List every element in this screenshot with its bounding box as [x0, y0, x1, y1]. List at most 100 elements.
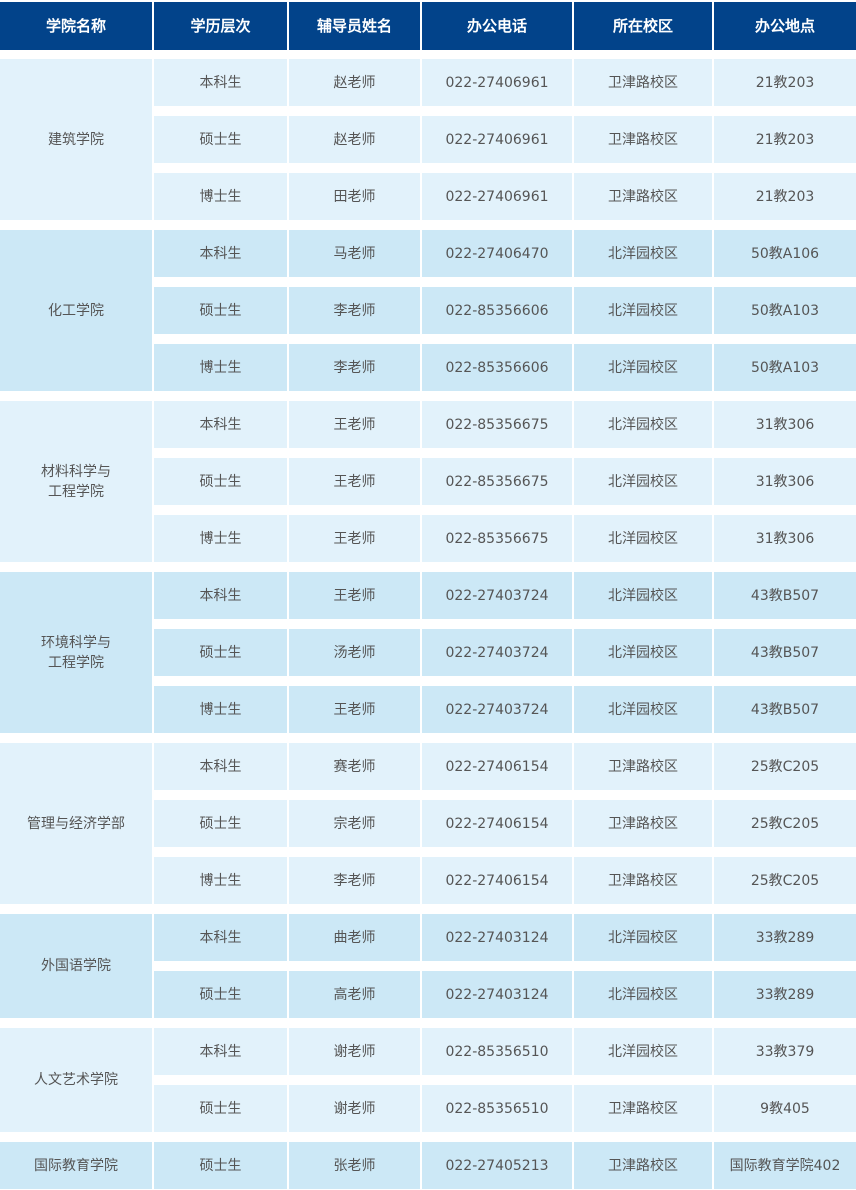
campus-cell: 北洋园校区	[574, 458, 712, 505]
campus-cell: 卫津路校区	[574, 1142, 712, 1189]
campus-cell: 北洋园校区	[574, 572, 712, 619]
office-location-cell: 33教289	[714, 914, 856, 961]
office-phone-cell: 022-27406154	[422, 743, 572, 790]
degree-level-cell: 硕士生	[154, 1085, 287, 1132]
degree-level-cell: 本科生	[154, 914, 287, 961]
office-phone-cell: 022-27403724	[422, 629, 572, 676]
counselor-name-cell: 高老师	[289, 971, 420, 1018]
counselor-name-cell: 王老师	[289, 458, 420, 505]
counselor-name-cell: 宗老师	[289, 800, 420, 847]
counselor-name-cell: 曲老师	[289, 914, 420, 961]
office-location-cell: 50教A103	[714, 344, 856, 391]
counselor-name-cell: 赛老师	[289, 743, 420, 790]
degree-level-cell: 本科生	[154, 59, 287, 106]
office-phone-cell: 022-27406154	[422, 800, 572, 847]
office-phone-cell: 022-27403124	[422, 914, 572, 961]
office-location-cell: 31教306	[714, 458, 856, 505]
office-location-cell: 21教203	[714, 116, 856, 163]
campus-cell: 北洋园校区	[574, 971, 712, 1018]
office-phone-cell: 022-27406961	[422, 173, 572, 220]
degree-level-cell: 硕士生	[154, 458, 287, 505]
degree-level-cell: 硕士生	[154, 287, 287, 334]
campus-cell: 卫津路校区	[574, 743, 712, 790]
office-phone-cell: 022-85356606	[422, 287, 572, 334]
counselor-name-cell: 王老师	[289, 401, 420, 448]
counselor-name-cell: 王老师	[289, 686, 420, 733]
office-phone-cell: 022-85356510	[422, 1085, 572, 1132]
header-degree-level: 学历层次	[154, 2, 287, 50]
campus-cell: 卫津路校区	[574, 116, 712, 163]
office-location-cell: 25教C205	[714, 743, 856, 790]
college-name-cell: 管理与经济学部	[0, 743, 152, 904]
office-location-cell: 9教405	[714, 1085, 856, 1132]
office-phone-cell: 022-85356510	[422, 1028, 572, 1075]
college-name-cell: 化工学院	[0, 230, 152, 391]
office-phone-cell: 022-27405213	[422, 1142, 572, 1189]
office-phone-cell: 022-27403724	[422, 572, 572, 619]
office-location-cell: 43教B507	[714, 629, 856, 676]
campus-cell: 卫津路校区	[574, 800, 712, 847]
office-location-cell: 50教A103	[714, 287, 856, 334]
college-name-cell: 材料科学与 工程学院	[0, 401, 152, 562]
office-location-cell: 31教306	[714, 401, 856, 448]
office-location-cell: 21教203	[714, 173, 856, 220]
office-location-cell: 50教A106	[714, 230, 856, 277]
office-phone-cell: 022-27406154	[422, 857, 572, 904]
header-counselor-name: 辅导员姓名	[289, 2, 420, 50]
counselor-name-cell: 王老师	[289, 515, 420, 562]
campus-cell: 北洋园校区	[574, 344, 712, 391]
degree-level-cell: 硕士生	[154, 1142, 287, 1189]
campus-cell: 卫津路校区	[574, 857, 712, 904]
office-location-cell: 国际教育学院402	[714, 1142, 856, 1189]
college-name-cell: 人文艺术学院	[0, 1028, 152, 1132]
office-phone-cell: 022-85356606	[422, 344, 572, 391]
campus-cell: 北洋园校区	[574, 629, 712, 676]
office-location-cell: 33教379	[714, 1028, 856, 1075]
counselor-name-cell: 谢老师	[289, 1085, 420, 1132]
office-phone-cell: 022-85356675	[422, 401, 572, 448]
college-name-cell: 国际教育学院	[0, 1142, 152, 1189]
counselor-name-cell: 王老师	[289, 572, 420, 619]
office-phone-cell: 022-85356675	[422, 515, 572, 562]
counselor-name-cell: 谢老师	[289, 1028, 420, 1075]
counselor-name-cell: 汤老师	[289, 629, 420, 676]
counselor-name-cell: 赵老师	[289, 116, 420, 163]
office-phone-cell: 022-27403124	[422, 971, 572, 1018]
campus-cell: 北洋园校区	[574, 230, 712, 277]
campus-cell: 北洋园校区	[574, 914, 712, 961]
campus-cell: 卫津路校区	[574, 173, 712, 220]
office-phone-cell: 022-27406961	[422, 116, 572, 163]
counselor-name-cell: 赵老师	[289, 59, 420, 106]
campus-cell: 北洋园校区	[574, 287, 712, 334]
header-college: 学院名称	[0, 2, 152, 50]
office-location-cell: 43教B507	[714, 572, 856, 619]
degree-level-cell: 硕士生	[154, 629, 287, 676]
degree-level-cell: 硕士生	[154, 800, 287, 847]
counselor-name-cell: 张老师	[289, 1142, 420, 1189]
office-location-cell: 33教289	[714, 971, 856, 1018]
degree-level-cell: 博士生	[154, 686, 287, 733]
college-name-cell: 外国语学院	[0, 914, 152, 1018]
college-name-cell: 建筑学院	[0, 59, 152, 220]
office-location-cell: 43教B507	[714, 686, 856, 733]
header-campus: 所在校区	[574, 2, 712, 50]
office-location-cell: 21教203	[714, 59, 856, 106]
college-name-cell: 环境科学与 工程学院	[0, 572, 152, 733]
campus-cell: 北洋园校区	[574, 401, 712, 448]
header-office-phone: 办公电话	[422, 2, 572, 50]
degree-level-cell: 博士生	[154, 857, 287, 904]
campus-cell: 北洋园校区	[574, 686, 712, 733]
degree-level-cell: 本科生	[154, 401, 287, 448]
degree-level-cell: 本科生	[154, 1028, 287, 1075]
degree-level-cell: 本科生	[154, 743, 287, 790]
campus-cell: 北洋园校区	[574, 1028, 712, 1075]
office-phone-cell: 022-27403724	[422, 686, 572, 733]
degree-level-cell: 博士生	[154, 173, 287, 220]
counselor-name-cell: 田老师	[289, 173, 420, 220]
header-office-location: 办公地点	[714, 2, 856, 50]
counselor-name-cell: 李老师	[289, 344, 420, 391]
office-location-cell: 31教306	[714, 515, 856, 562]
office-location-cell: 25教C205	[714, 800, 856, 847]
counselor-name-cell: 马老师	[289, 230, 420, 277]
degree-level-cell: 硕士生	[154, 116, 287, 163]
